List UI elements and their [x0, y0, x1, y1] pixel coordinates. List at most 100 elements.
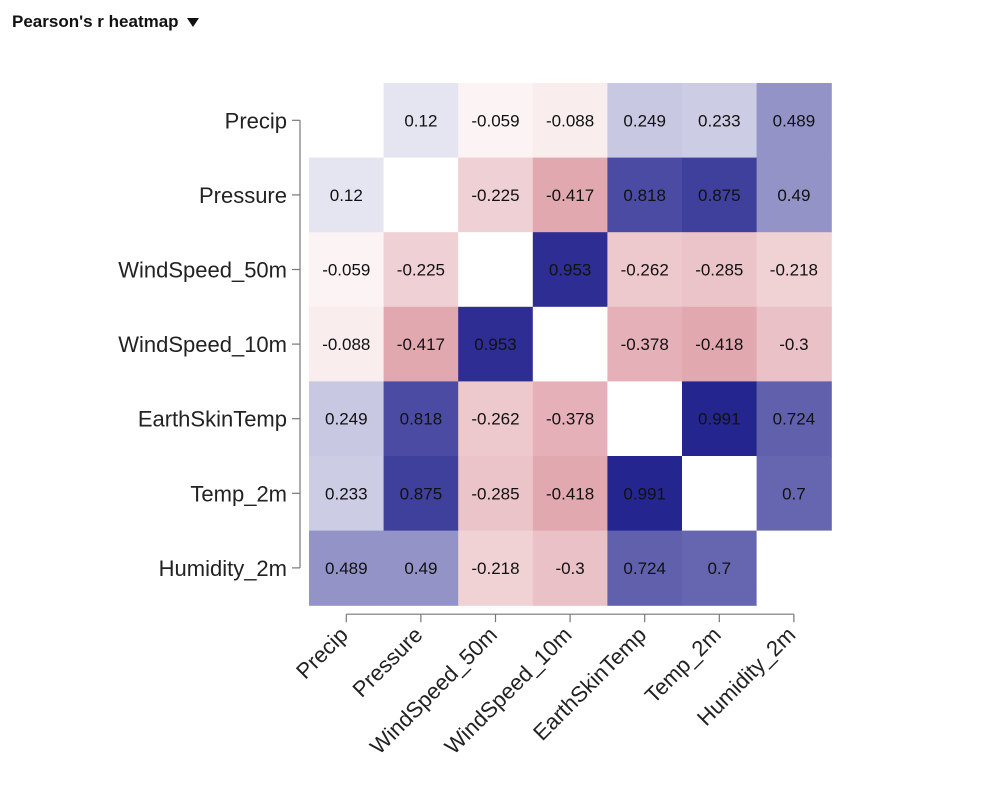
heatmap-cell [309, 530, 385, 606]
cell-value-label: -0.059 [471, 111, 519, 130]
x-axis: PrecipPressureWindSpeed_50mWindSpeed_10m… [291, 613, 800, 759]
cell-value-label: -0.378 [546, 410, 594, 429]
heatmap-cell [383, 232, 459, 308]
heatmap-cell [682, 381, 758, 457]
heatmap-cell [532, 83, 608, 159]
heatmap-cell [532, 456, 608, 532]
heatmap-cell [383, 157, 459, 233]
section-title: Pearson's r heatmap [12, 12, 179, 31]
heatmap-cell [607, 306, 683, 382]
cell-value-label: 0.991 [698, 410, 741, 429]
heatmap-cell [682, 306, 758, 382]
cell-value-label: 0.12 [404, 111, 437, 130]
heatmap-cell [756, 381, 832, 457]
heatmap-cell [607, 381, 683, 457]
cell-value-label: -0.3 [555, 559, 584, 578]
heatmap-cell [532, 157, 608, 233]
y-tick-label: Humidity_2m [159, 556, 287, 581]
cell-value-label: -0.088 [322, 335, 370, 354]
cell-value-label: -0.417 [546, 186, 594, 205]
heatmap-cell [309, 306, 385, 382]
heatmap-cell [756, 306, 832, 382]
section-header[interactable]: Pearson's r heatmap [12, 12, 199, 32]
cell-value-label: -0.3 [779, 335, 808, 354]
heatmap-cell [458, 306, 534, 382]
cell-value-label: 0.489 [325, 559, 368, 578]
heatmap-cell [756, 456, 832, 532]
y-tick-label: EarthSkinTemp [138, 407, 287, 432]
heatmap-cell [756, 232, 832, 308]
cell-value-label: 0.953 [474, 335, 517, 354]
heatmap-cell [682, 456, 758, 532]
heatmap-cell [309, 232, 385, 308]
heatmap-cell [383, 530, 459, 606]
heatmap-cell [532, 381, 608, 457]
heatmap-cell [383, 83, 459, 159]
cell-value-label: 0.724 [623, 559, 666, 578]
cell-value-label: 0.7 [707, 559, 731, 578]
heatmap-cell [458, 530, 534, 606]
heatmap-cell [756, 157, 832, 233]
heatmap-cell [309, 83, 385, 159]
heatmap-cell [682, 232, 758, 308]
heatmap-cell [756, 83, 832, 159]
heatmap-cell [756, 530, 832, 606]
heatmap-cell [607, 530, 683, 606]
cell-value-label: 0.249 [623, 111, 666, 130]
cell-value-label: 0.233 [325, 484, 368, 503]
heatmap-cell [458, 83, 534, 159]
heatmap-cell [309, 456, 385, 532]
heatmap-cell [383, 381, 459, 457]
cell-value-label: 0.249 [325, 410, 368, 429]
cell-value-label: -0.088 [546, 111, 594, 130]
heatmap-cell [383, 456, 459, 532]
cell-value-label: -0.417 [397, 335, 445, 354]
heatmap-cell [607, 83, 683, 159]
heatmap-cell [532, 232, 608, 308]
cell-value-label: 0.49 [777, 186, 810, 205]
y-tick-label: Temp_2m [190, 481, 287, 506]
heatmap-cell [607, 456, 683, 532]
cell-value-label: 0.991 [623, 484, 666, 503]
triangle-down-icon[interactable] [186, 18, 199, 27]
cell-value-label: -0.218 [471, 559, 519, 578]
heatmap-cell [682, 83, 758, 159]
cell-value-label: -0.059 [322, 261, 370, 280]
heatmap-cell [309, 157, 385, 233]
cell-value-label: -0.378 [621, 335, 669, 354]
heatmap-cell [458, 157, 534, 233]
cell-value-label: -0.418 [546, 484, 594, 503]
cell-value-label: 0.233 [698, 111, 741, 130]
cell-value-label: 0.953 [549, 261, 592, 280]
heatmap-cell [532, 530, 608, 606]
cell-value-label: 0.49 [404, 559, 437, 578]
cell-value-label: 0.818 [623, 186, 666, 205]
y-tick-label: WindSpeed_10m [118, 332, 287, 357]
heatmap-cell [607, 232, 683, 308]
cell-value-label: -0.225 [397, 261, 445, 280]
heatmap-cell [458, 232, 534, 308]
heatmap-cell [682, 530, 758, 606]
x-tick-label: WindSpeed_50m [365, 622, 502, 759]
cell-value-label: -0.285 [471, 484, 519, 503]
cell-value-label: -0.418 [695, 335, 743, 354]
y-axis: Precip Pressure WindSpeed_50m WindSpeed_10m… [118, 108, 301, 581]
heatmap-cells: 0.12 -0.059 -0.088 0.249 0.233 0.489 0.12 -0.22… [309, 83, 832, 606]
y-tick-label: Pressure [199, 183, 287, 208]
cell-value-label: -0.262 [621, 261, 669, 280]
y-tick-label: WindSpeed_50m [118, 258, 287, 283]
x-tick-label: WindSpeed_10m [440, 622, 577, 759]
cell-value-label: 0.724 [773, 410, 816, 429]
x-tick-label: Precip [291, 622, 353, 684]
heatmap-cell [607, 157, 683, 233]
cell-value-label: -0.285 [695, 261, 743, 280]
cell-value-label: 0.875 [698, 186, 741, 205]
heatmap-cell [383, 306, 459, 382]
heatmap-cell [682, 157, 758, 233]
y-tick-label: Precip [225, 108, 287, 133]
cell-value-label: 0.489 [773, 111, 816, 130]
cell-value-label: 0.7 [782, 484, 806, 503]
cell-value-label: 0.12 [330, 186, 363, 205]
cell-value-label: -0.218 [770, 261, 818, 280]
